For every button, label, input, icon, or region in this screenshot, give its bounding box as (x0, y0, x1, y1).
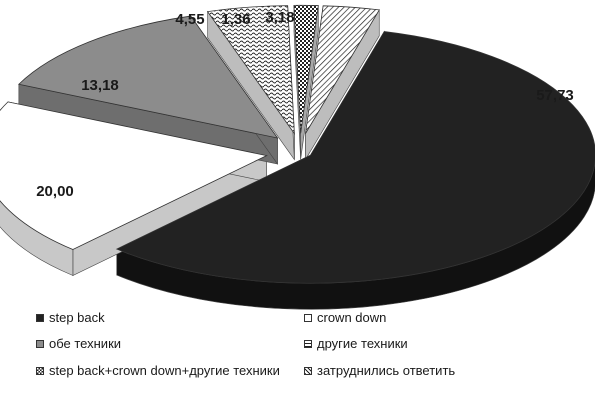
data-label: 3,18 (265, 9, 294, 26)
data-label: 57,73 (536, 87, 574, 104)
data-label: 4,55 (175, 11, 204, 28)
legend-label: затруднились ответить (317, 363, 456, 378)
pie-slice-6 (305, 5, 380, 134)
legend-swatch (36, 313, 44, 322)
legend-label: step back+crown down+другие техники (49, 363, 280, 378)
data-label: 13,18 (81, 77, 119, 94)
legend-label: step back (49, 310, 105, 325)
legend-entry: другие техники (304, 336, 408, 351)
legend-entry: step back (36, 310, 105, 325)
data-label: 1,36 (221, 11, 250, 28)
pie-slice-5 (293, 4, 319, 134)
pie-slice-4 (206, 5, 295, 135)
legend-label: crown down (317, 310, 387, 325)
legend-entry: обе техники (36, 336, 121, 351)
slice-tops (0, 4, 595, 284)
pie-slice-3 (18, 15, 279, 139)
pie-slice-1 (115, 31, 595, 284)
legend-entry: затруднились ответить (304, 363, 455, 378)
legend-entry: step back+crown down+другие техники (36, 363, 280, 378)
legend-entry: crown down (304, 310, 386, 325)
legend-swatch (304, 339, 312, 348)
legend-swatch (36, 366, 44, 375)
legend-swatch (304, 366, 312, 375)
data-labels: 57,73 20,00 13,18 4,55 1,36 3,18 (36, 9, 574, 200)
data-label: 20,00 (36, 183, 74, 200)
legend: step back crown down обе техники другие тех… (36, 310, 576, 394)
pie-slice-2 (0, 101, 268, 250)
legend-swatch (304, 313, 312, 322)
legend-label: другие техники (317, 336, 408, 351)
legend-swatch (36, 339, 44, 348)
legend-label: обе техники (49, 336, 122, 351)
